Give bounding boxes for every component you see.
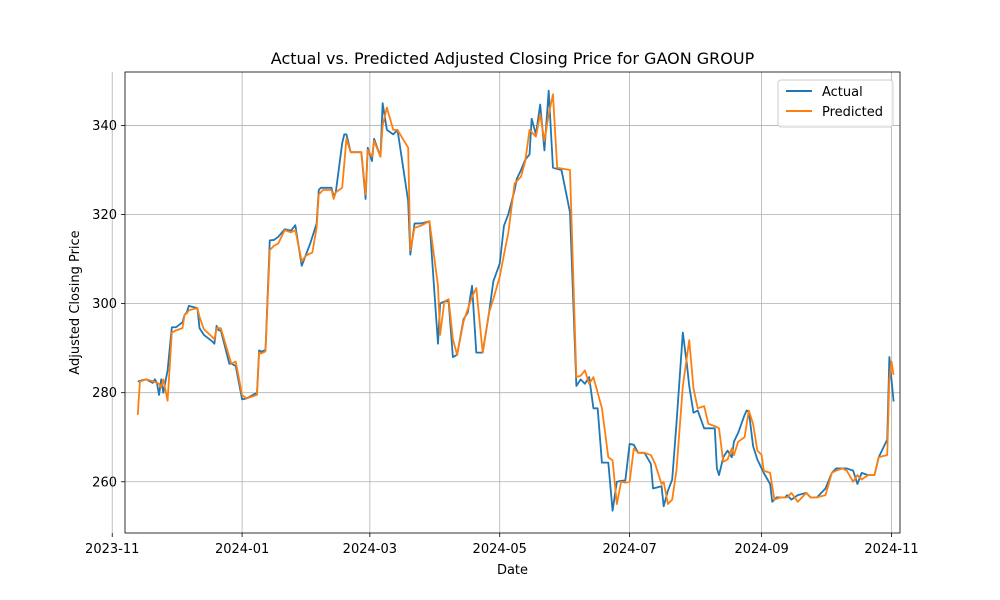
y-axis-title: Adjusted Closing Price: [68, 230, 83, 374]
grid: [111, 72, 900, 533]
plot-frame: [124, 71, 901, 534]
series-lines: [136, 89, 895, 512]
x-tick-label: 2024-09: [734, 542, 788, 557]
y-tick-label: 340: [92, 119, 117, 134]
x-tick-label: 2024-03: [343, 542, 397, 557]
x-tick-label: 2024-07: [602, 542, 656, 557]
legend-label-actual: Actual: [822, 85, 863, 100]
x-tick-label: 2023-11: [85, 542, 139, 557]
chart-title: Actual vs. Predicted Adjusted Closing Pr…: [271, 49, 755, 68]
legend-label-predicted: Predicted: [822, 105, 883, 120]
y-tick-label: 280: [92, 386, 117, 401]
legend: Actual Predicted: [777, 79, 894, 128]
x-tick-label: 2024-01: [215, 542, 269, 557]
x-axis-title: Date: [497, 563, 528, 578]
axis-ticks: 2023-11 2024-01 2024-03 2024-05 2024-07 2024-…: [85, 119, 919, 557]
x-tick-label: 2024-05: [473, 542, 527, 557]
y-tick-label: 260: [92, 475, 117, 490]
x-tick-label: 2024-11: [864, 542, 918, 557]
series-line-predicted: [136, 93, 895, 505]
y-tick-label: 320: [92, 208, 117, 223]
series-line-actual: [137, 89, 895, 512]
y-tick-label: 300: [92, 297, 117, 312]
